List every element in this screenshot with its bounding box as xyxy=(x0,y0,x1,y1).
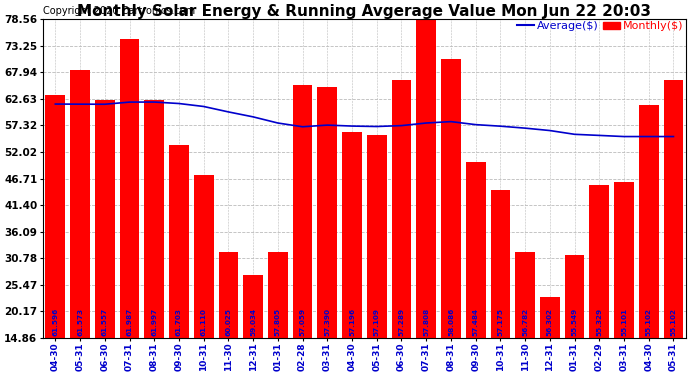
Bar xyxy=(392,80,411,338)
Bar xyxy=(46,94,66,338)
Bar xyxy=(540,297,560,338)
Text: 55.549: 55.549 xyxy=(571,308,578,336)
Title: Monthly Solar Energy & Running Avgerage Value Mon Jun 22 20:03: Monthly Solar Energy & Running Avgerage … xyxy=(77,4,651,19)
Text: 61.703: 61.703 xyxy=(176,309,182,336)
Bar xyxy=(95,99,115,338)
Text: 56.302: 56.302 xyxy=(547,308,553,336)
Text: 61.987: 61.987 xyxy=(126,308,132,336)
Text: 61.997: 61.997 xyxy=(151,308,157,336)
Bar xyxy=(416,17,436,338)
Bar xyxy=(639,105,659,338)
Text: 57.805: 57.805 xyxy=(275,308,281,336)
Bar xyxy=(564,255,584,338)
Bar xyxy=(515,252,535,338)
Bar xyxy=(169,145,189,338)
Text: 57.109: 57.109 xyxy=(374,308,380,336)
Text: 57.484: 57.484 xyxy=(473,308,479,336)
Bar xyxy=(664,80,683,338)
Text: 61.573: 61.573 xyxy=(77,308,83,336)
Text: 57.289: 57.289 xyxy=(399,308,404,336)
Bar xyxy=(491,190,511,338)
Bar xyxy=(244,274,263,338)
Bar xyxy=(119,39,139,338)
Text: Copyright 2020 Cartronics.com: Copyright 2020 Cartronics.com xyxy=(43,6,195,16)
Text: 55.102: 55.102 xyxy=(646,308,652,336)
Bar xyxy=(293,84,313,338)
Bar xyxy=(589,184,609,338)
Text: 61.557: 61.557 xyxy=(102,308,108,336)
Text: 59.034: 59.034 xyxy=(250,308,256,336)
Bar xyxy=(194,175,214,338)
Text: 55.102: 55.102 xyxy=(671,308,676,336)
Text: 58.086: 58.086 xyxy=(448,308,454,336)
Bar xyxy=(342,132,362,338)
Legend: Average($), Monthly($): Average($), Monthly($) xyxy=(517,21,684,32)
Text: 61.596: 61.596 xyxy=(52,308,59,336)
Text: 57.808: 57.808 xyxy=(423,308,429,336)
Text: 57.175: 57.175 xyxy=(497,308,504,336)
Bar xyxy=(268,252,288,338)
Bar xyxy=(466,162,486,338)
Text: 57.390: 57.390 xyxy=(324,308,331,336)
Bar xyxy=(317,87,337,338)
Text: 55.101: 55.101 xyxy=(621,308,627,336)
Bar xyxy=(219,252,238,338)
Text: 57.196: 57.196 xyxy=(349,308,355,336)
Bar xyxy=(441,60,461,338)
Bar xyxy=(614,182,634,338)
Text: 61.110: 61.110 xyxy=(201,309,207,336)
Text: 55.329: 55.329 xyxy=(596,308,602,336)
Bar xyxy=(70,69,90,338)
Text: 57.059: 57.059 xyxy=(299,308,306,336)
Bar xyxy=(144,99,164,338)
Bar xyxy=(367,135,386,338)
Text: 56.782: 56.782 xyxy=(522,308,528,336)
Text: 60.025: 60.025 xyxy=(226,308,231,336)
